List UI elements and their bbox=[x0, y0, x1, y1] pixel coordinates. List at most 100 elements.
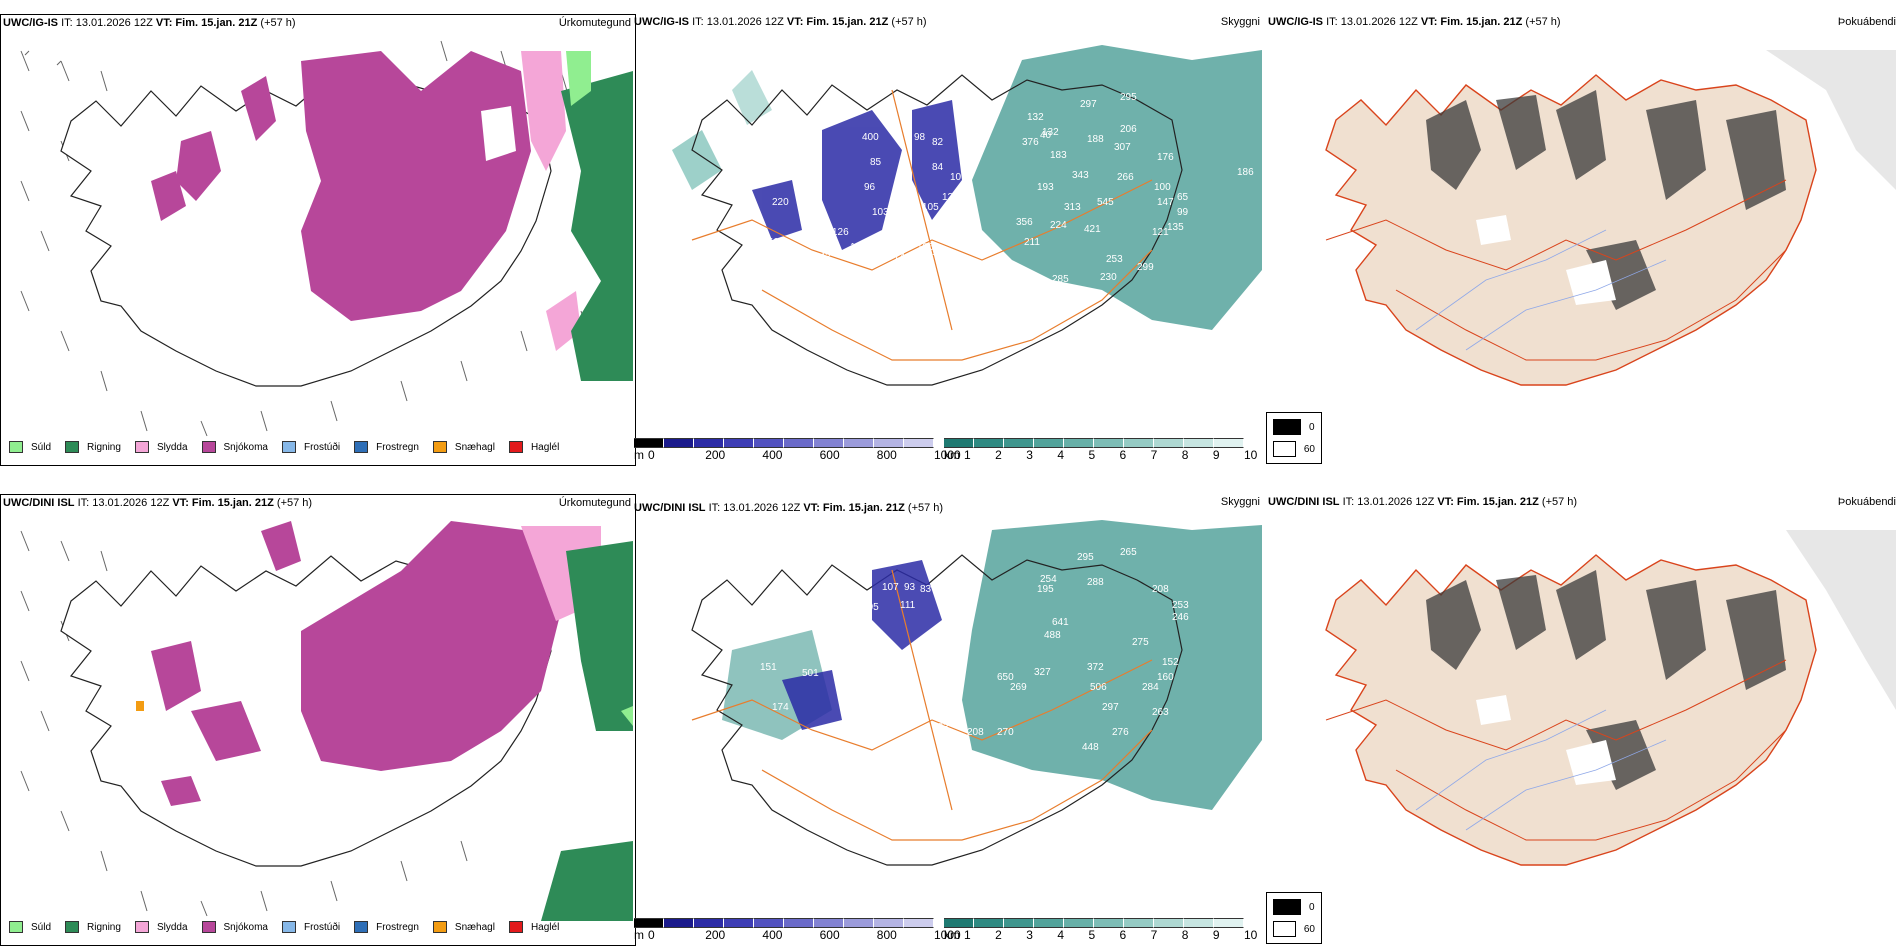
ceiling-vis-panel-row1: UWC/IG-IS IT: 13.01.2026 12Z VT: Fim. 15… bbox=[632, 14, 1322, 464]
precip-map-row1 bbox=[20, 40, 633, 437]
colorbar-tick: 400 bbox=[762, 928, 783, 942]
legend-item-snow-grains: Snæhagl bbox=[432, 441, 495, 453]
ceiling-map-row2: 107 93 83 105 111 117 169 145 107 109 501 355 208… bbox=[691, 520, 1262, 866]
colorbar-cell bbox=[974, 918, 1004, 928]
svg-text:211: 211 bbox=[1024, 237, 1040, 248]
colorbar-cell bbox=[1184, 918, 1214, 928]
svg-text:132: 132 bbox=[1042, 127, 1059, 138]
svg-text:147: 147 bbox=[1157, 197, 1174, 208]
precip-map-row2 bbox=[20, 521, 633, 921]
svg-text:98: 98 bbox=[914, 132, 926, 143]
precip-type-panel-row1: UWC/IG-IS IT: 13.01.2026 12Z VT: Fim. 15… bbox=[0, 14, 636, 466]
colorbar-cell bbox=[1034, 438, 1064, 448]
visibility-ticks-row1: 1 2 3 4 5 6 7 8 9 10 bbox=[944, 448, 1257, 462]
svg-text:112: 112 bbox=[877, 232, 893, 243]
visibility-colorbar-row2 bbox=[944, 918, 1244, 928]
snow-areas bbox=[151, 51, 531, 321]
precip-type-panel-row2: UWC/DINI ISL IT: 13.01.2026 12Z VT: Fim.… bbox=[0, 494, 636, 946]
svg-text:111: 111 bbox=[900, 600, 916, 611]
svg-text:263: 263 bbox=[1152, 707, 1169, 718]
colorbar-tick: 200 bbox=[705, 448, 726, 462]
svg-text:206: 206 bbox=[1120, 124, 1137, 135]
colorbar-tick: 8 bbox=[1181, 928, 1189, 942]
svg-text:372: 372 bbox=[1087, 662, 1104, 673]
colorbar-tick: 800 bbox=[876, 448, 897, 462]
svg-text:107: 107 bbox=[867, 692, 884, 703]
legend-item-freezing-drizzle: Frostúði bbox=[281, 441, 340, 453]
svg-text:118: 118 bbox=[812, 782, 828, 793]
colorbar-cell bbox=[1094, 438, 1124, 448]
svg-text:105: 105 bbox=[862, 602, 879, 613]
precip-legend-row2: Súld Rigning Slydda Snjókoma Frostúði Fr… bbox=[9, 921, 573, 933]
svg-text:307: 307 bbox=[1114, 142, 1131, 153]
colorbar-tick: 9 bbox=[1212, 928, 1220, 942]
colorbar-cell bbox=[634, 918, 664, 928]
legend-item-snow-row2: Snjókoma bbox=[201, 921, 268, 933]
svg-text:448: 448 bbox=[1082, 742, 1099, 753]
colorbar-cell bbox=[814, 438, 844, 448]
svg-text:356: 356 bbox=[1016, 217, 1033, 228]
panel-title-row1-mid: UWC/IG-IS IT: 13.01.2026 12Z VT: Fim. 15… bbox=[634, 16, 927, 28]
ceiling-colorbar-row1 bbox=[634, 438, 934, 448]
colorbar-cell bbox=[754, 438, 784, 448]
colorbar-cell bbox=[1064, 918, 1094, 928]
svg-text:74: 74 bbox=[894, 252, 906, 263]
svg-text:123: 123 bbox=[850, 242, 867, 253]
svg-text:40: 40 bbox=[1040, 130, 1052, 141]
colorbar-cell bbox=[1124, 918, 1154, 928]
fog-label: Þokuábendi bbox=[1837, 16, 1896, 28]
colorbar-cell bbox=[1094, 918, 1124, 928]
colorbar-tick: 3 bbox=[1026, 448, 1033, 462]
colorbar-tick: 7 bbox=[1150, 448, 1158, 462]
precip-legend-row1: Súld Rigning Slydda Snjókoma Frostúði Fr… bbox=[9, 441, 573, 453]
svg-text:252: 252 bbox=[906, 702, 923, 713]
cloud-base-label: Skyggni bbox=[1220, 16, 1260, 28]
fog-dark-areas bbox=[1426, 90, 1786, 310]
svg-text:297: 297 bbox=[1080, 99, 1097, 110]
legend-item-snow: Snjókoma bbox=[201, 441, 268, 453]
svg-text:208: 208 bbox=[1152, 584, 1169, 595]
rain-areas bbox=[561, 71, 633, 381]
svg-text:83: 83 bbox=[920, 584, 932, 595]
colorbar-cell bbox=[874, 438, 904, 448]
ceiling-values-row2: 107 93 83 105 111 117 169 145 107 109 501 355 208… bbox=[747, 547, 1189, 793]
svg-text:253: 253 bbox=[1172, 600, 1189, 611]
svg-text:107: 107 bbox=[882, 582, 899, 593]
svg-text:299: 299 bbox=[1137, 262, 1154, 273]
svg-text:99: 99 bbox=[1177, 207, 1189, 218]
svg-text:107: 107 bbox=[950, 172, 967, 183]
colorbar-cell bbox=[1184, 438, 1214, 448]
colorbar-cell bbox=[1004, 918, 1034, 928]
colorbar-tick: 7 bbox=[1150, 928, 1158, 942]
colorbar-cell bbox=[974, 438, 1004, 448]
svg-text:81: 81 bbox=[962, 117, 974, 128]
panel-title-row2-right: UWC/DINI ISL IT: 13.01.2026 12Z VT: Fim.… bbox=[1268, 496, 1578, 508]
svg-text:174: 174 bbox=[772, 702, 789, 713]
colorbar-cell bbox=[1154, 438, 1184, 448]
fog-map-row2 bbox=[1325, 530, 1896, 866]
svg-text:160: 160 bbox=[1157, 672, 1174, 683]
svg-text:295: 295 bbox=[1120, 92, 1137, 103]
colorbar-tick: 400 bbox=[762, 448, 783, 462]
colorbar-tick: 1000 bbox=[934, 928, 961, 942]
colorbar-tick: 600 bbox=[819, 928, 840, 942]
colorbar-tick: 1 bbox=[964, 928, 971, 942]
colorbar-tick: 8 bbox=[1181, 448, 1189, 462]
colorbar-cell bbox=[1154, 918, 1184, 928]
precip-type-label-row2: Úrkomutegund bbox=[558, 497, 631, 509]
visibility-ticks-row2: 1 2 3 4 5 6 7 8 9 10 bbox=[944, 928, 1257, 942]
panel-title-row1-right: UWC/IG-IS IT: 13.01.2026 12Z VT: Fim. 15… bbox=[1268, 16, 1561, 28]
svg-text:105: 105 bbox=[922, 202, 939, 213]
svg-text:285: 285 bbox=[1052, 274, 1069, 285]
svg-text:176: 176 bbox=[1157, 152, 1174, 163]
svg-text:355: 355 bbox=[872, 677, 889, 688]
panel-title-row2-mid: UWC/DINI ISL IT: 13.01.2026 12Z VT: Fim.… bbox=[634, 502, 944, 514]
fog-panel-row1: UWC/IG-IS IT: 13.01.2026 12Z VT: Fim. 15… bbox=[1266, 14, 1900, 464]
colorbar-cell bbox=[1124, 438, 1154, 448]
colorbar-cell bbox=[1214, 438, 1244, 448]
colorbar-tick: 2 bbox=[995, 448, 1002, 462]
svg-text:332: 332 bbox=[747, 747, 764, 758]
colorbar-cell bbox=[874, 918, 904, 928]
